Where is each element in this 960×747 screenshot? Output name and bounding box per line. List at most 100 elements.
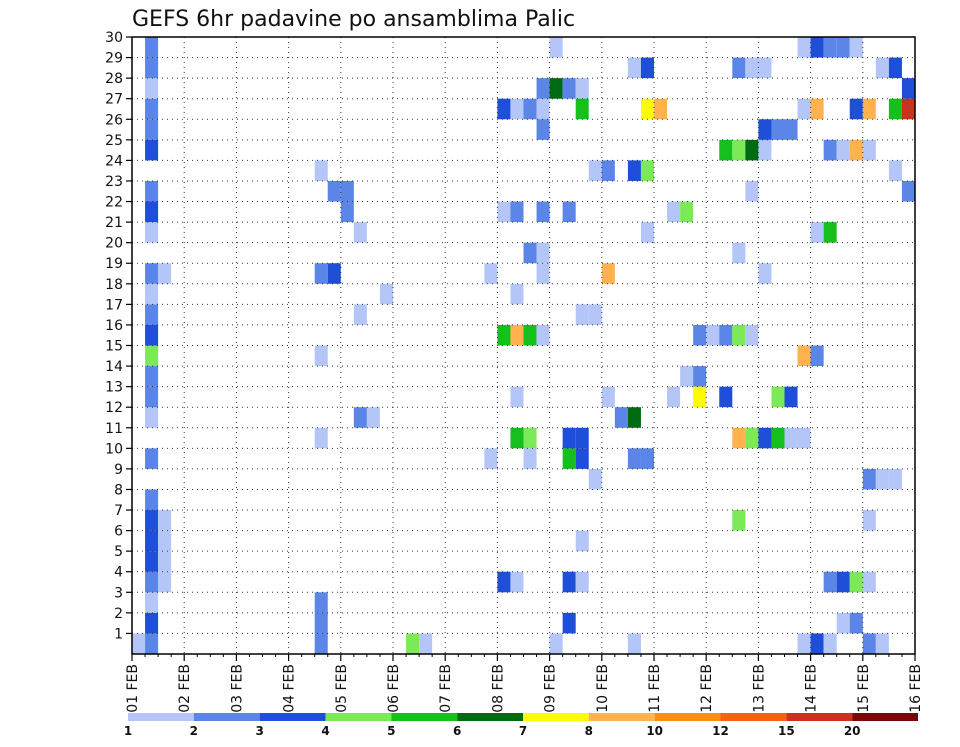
x-tick-label: 06 FEB <box>386 664 402 713</box>
heatmap-cell <box>588 160 602 181</box>
heatmap-cell <box>901 78 915 99</box>
heatmap-cell <box>575 530 589 552</box>
heatmap-cell <box>640 57 654 79</box>
heatmap-cell <box>797 98 811 120</box>
y-tick-label: 15 <box>105 339 123 355</box>
heatmap-cell <box>732 57 746 79</box>
x-tick-label: 14 FEB <box>804 664 820 713</box>
colorbar-label: 2 <box>190 724 198 738</box>
heatmap-cell <box>810 633 824 654</box>
heatmap-cell <box>836 37 850 58</box>
heatmap-cell <box>862 468 876 490</box>
colorbar-label: 12 <box>712 724 729 738</box>
heatmap-cell <box>158 510 172 531</box>
heatmap-cell <box>145 612 159 634</box>
heatmap-cell <box>810 37 824 58</box>
heatmap-cell <box>732 427 746 449</box>
y-tick-label: 16 <box>105 318 123 334</box>
heatmap-cell <box>145 448 159 469</box>
heatmap-cell <box>575 98 589 120</box>
heatmap-cell <box>836 139 850 161</box>
y-tick-label: 9 <box>114 462 123 478</box>
heatmap-cell <box>497 324 511 346</box>
y-tick-label: 7 <box>114 503 123 519</box>
heatmap-cell <box>693 366 707 387</box>
heatmap-cell <box>353 407 367 428</box>
heatmap-cell <box>145 592 159 613</box>
colorbar: 1 2 3 4 5 6 7 8 10 12 15 20 <box>124 713 918 738</box>
y-tick-label: 13 <box>105 380 123 396</box>
heatmap-cell <box>379 283 393 305</box>
x-tick-label: 04 FEB <box>282 664 298 713</box>
heatmap-cell <box>849 612 863 634</box>
heatmap-cell <box>784 119 798 140</box>
heatmap-cell <box>340 180 354 202</box>
heatmap-cell <box>901 180 915 202</box>
heatmap-cell <box>758 427 772 449</box>
heatmap-cell <box>145 57 159 79</box>
colorbar-swatch <box>193 713 260 721</box>
heatmap-cell <box>823 222 837 243</box>
heatmap-cell <box>314 345 328 367</box>
y-tick-label: 3 <box>114 585 123 601</box>
colorbar-swatch <box>391 713 458 721</box>
heatmap-cell <box>640 222 654 243</box>
x-tick-label: 01 FEB <box>125 664 141 713</box>
heatmap-cell <box>145 489 159 511</box>
heatmap-cell <box>667 386 681 408</box>
colorbar-label: 15 <box>778 724 795 738</box>
heatmap-cell <box>627 448 641 469</box>
heatmap-cell <box>654 98 668 120</box>
heatmap-cell <box>549 633 563 654</box>
heatmap-cell <box>745 324 759 346</box>
heatmap-cell <box>523 324 537 346</box>
heatmap-cell <box>732 139 746 161</box>
heatmap-cell <box>745 427 759 449</box>
heatmap-cell <box>732 324 746 346</box>
heatmap-cell <box>614 407 628 428</box>
colorbar-label: 1 <box>124 724 132 738</box>
heatmap-cell <box>862 98 876 120</box>
heatmap-cell <box>145 530 159 552</box>
heatmap-cell <box>145 551 159 572</box>
heatmap-cell <box>327 263 341 284</box>
heatmap-cell <box>536 201 550 223</box>
y-tick-label: 30 <box>105 30 123 46</box>
heatmap-cell <box>145 37 159 58</box>
heatmap-cell <box>314 612 328 634</box>
heatmap-cell <box>145 119 159 140</box>
heatmap-cell <box>601 386 615 408</box>
colorbar-swatch <box>588 713 655 721</box>
heatmap-cell <box>314 592 328 613</box>
heatmap-cell <box>706 324 720 346</box>
heatmap-cell <box>145 78 159 99</box>
heatmap-cell <box>588 304 602 325</box>
y-tick-label: 26 <box>105 112 123 128</box>
heatmap-cell <box>640 448 654 469</box>
heatmap-cell <box>849 98 863 120</box>
y-tick-label: 29 <box>105 51 123 67</box>
heatmap-cell <box>680 201 694 223</box>
heatmap-cell <box>745 139 759 161</box>
heatmap-cell <box>719 324 733 346</box>
heatmap-cell <box>575 78 589 99</box>
heatmap-cell <box>314 633 328 654</box>
heatmap-cell <box>562 448 576 469</box>
heatmap-cell <box>510 386 524 408</box>
y-tick-label: 22 <box>105 195 123 211</box>
colorbar-label: 7 <box>519 724 527 738</box>
heatmap-cell <box>158 571 172 593</box>
heatmap-cell <box>145 571 159 593</box>
x-tick-label: 11 FEB <box>647 664 663 713</box>
heatmap-cell <box>601 263 615 284</box>
heatmap-cell <box>836 612 850 634</box>
heatmap-cell <box>771 427 785 449</box>
y-tick-label: 27 <box>105 92 123 108</box>
heatmap-cell <box>510 283 524 305</box>
heatmap-cell <box>888 98 902 120</box>
heatmap-cell <box>771 119 785 140</box>
heatmap-cell <box>732 242 746 264</box>
heatmap-cell <box>680 366 694 387</box>
